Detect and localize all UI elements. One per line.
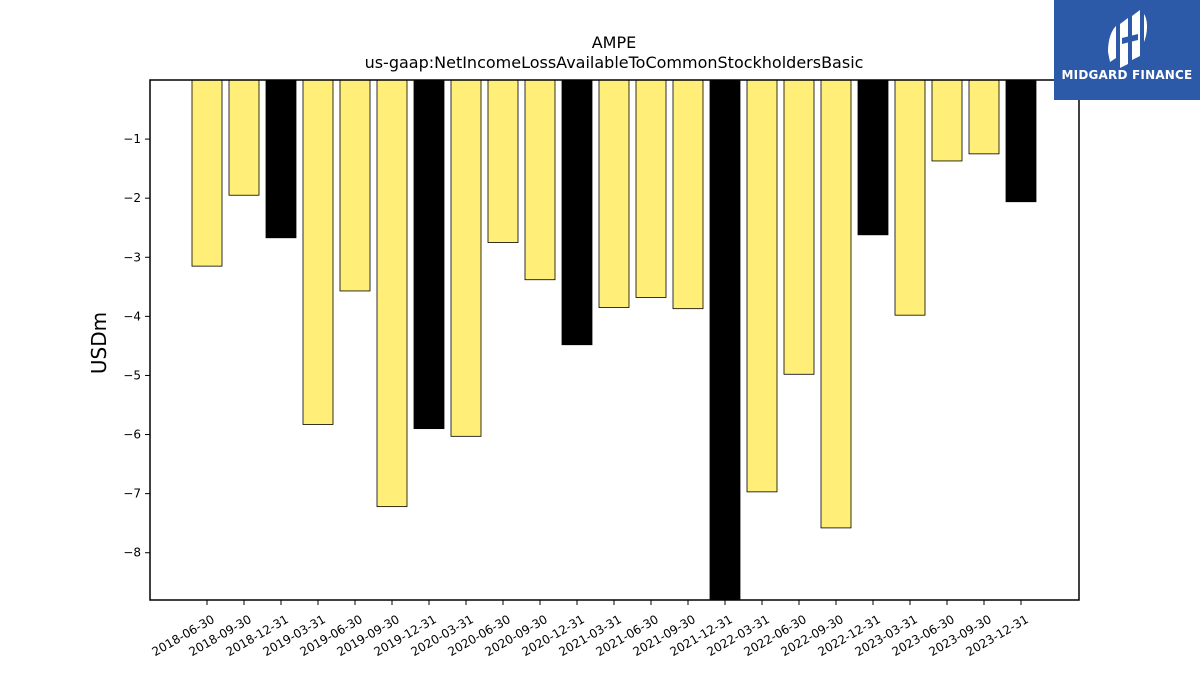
y-axis-label: USDm bbox=[87, 312, 111, 374]
bar-2023-12-31 bbox=[1005, 79, 1037, 203]
y-axis: −1 −2 −3 −4 −5 −6 −7 −8 bbox=[123, 132, 150, 560]
y-tick-label: −6 bbox=[123, 428, 141, 442]
bar-2021-09-30 bbox=[672, 79, 704, 310]
bar-2022-09-30 bbox=[820, 79, 852, 529]
bar-2020-03-31 bbox=[450, 79, 482, 437]
y-tick-label: −7 bbox=[123, 487, 141, 501]
bar-2022-03-31 bbox=[746, 79, 778, 493]
bar-2022-12-31 bbox=[857, 79, 889, 236]
chart-subtitle: us-gaap:NetIncomeLossAvailableToCommonSt… bbox=[365, 53, 864, 72]
bar-2019-06-30 bbox=[339, 79, 371, 292]
brand-logo: MIDGARD FINANCE bbox=[1054, 0, 1200, 100]
bar-2021-06-30 bbox=[635, 79, 667, 298]
bar-2022-06-30 bbox=[783, 79, 815, 375]
bar-2018-06-30 bbox=[191, 79, 223, 267]
bar-2019-09-30 bbox=[376, 79, 408, 508]
y-tick-label: −5 bbox=[123, 368, 141, 382]
y-tick-label: −2 bbox=[123, 191, 141, 205]
bar-2021-03-31 bbox=[598, 79, 630, 308]
bar-2020-06-30 bbox=[487, 79, 519, 243]
y-tick-label: −3 bbox=[123, 250, 141, 264]
bar-2021-12-31 bbox=[709, 79, 741, 601]
bar-2023-03-31 bbox=[894, 79, 926, 316]
chart-title: AMPE bbox=[592, 33, 637, 52]
bar-2018-12-31 bbox=[265, 79, 297, 239]
brand-name: MIDGARD FINANCE bbox=[1061, 68, 1193, 82]
bar-2019-03-31 bbox=[302, 79, 334, 425]
y-tick-label: −8 bbox=[123, 546, 141, 560]
x-axis: 2018-06-302018-09-302018-12-312019-03-31… bbox=[149, 600, 1031, 659]
bar-2020-09-30 bbox=[524, 79, 556, 281]
midgard-logo-icon bbox=[1108, 10, 1147, 68]
bar-2019-12-31 bbox=[413, 79, 445, 430]
bar-2020-12-31 bbox=[561, 79, 593, 346]
y-tick-label: −1 bbox=[123, 132, 141, 146]
bar-2018-09-30 bbox=[228, 79, 260, 196]
bar-2023-09-30 bbox=[968, 79, 1000, 155]
y-tick-label: −4 bbox=[123, 309, 141, 323]
bars-group bbox=[191, 79, 1037, 601]
bar-2023-06-30 bbox=[931, 79, 963, 162]
